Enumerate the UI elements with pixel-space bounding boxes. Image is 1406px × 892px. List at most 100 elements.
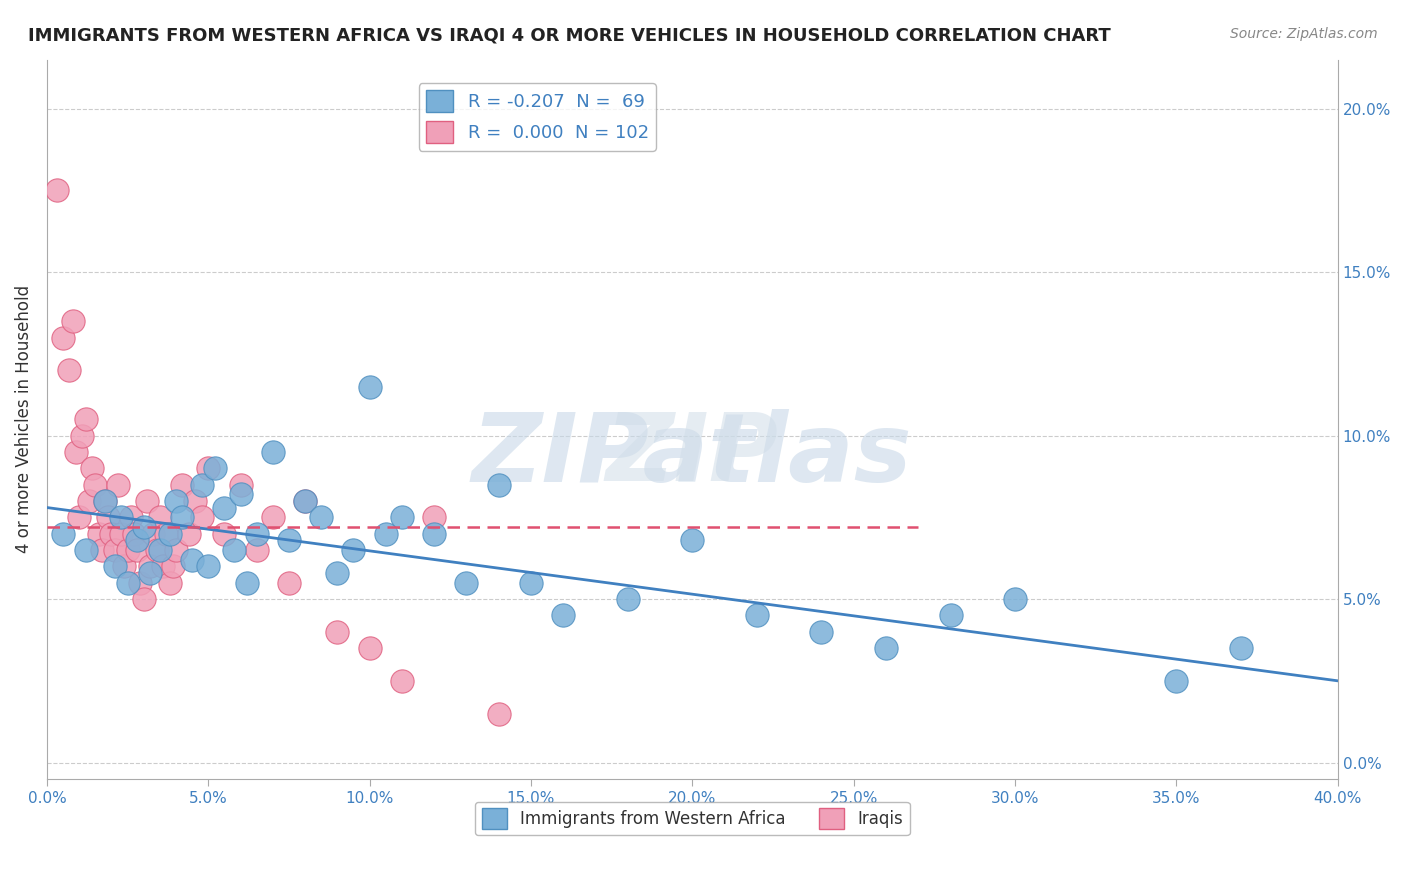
Point: [75, 412, 97, 426]
Point: [165, 543, 187, 558]
Point: [127, 533, 149, 548]
Point: [117, 543, 139, 558]
Text: ZIPatlas: ZIPatlas: [472, 409, 912, 501]
Point: [107, 477, 129, 491]
Point: [294, 494, 316, 508]
Point: [456, 575, 478, 590]
Point: [294, 494, 316, 508]
Point: [120, 510, 142, 524]
Point: [229, 487, 252, 501]
Point: [197, 559, 219, 574]
Point: [117, 575, 139, 590]
Point: [58, 363, 80, 377]
Point: [162, 559, 184, 574]
Point: [77, 494, 100, 508]
Point: [149, 510, 172, 524]
Point: [149, 543, 172, 558]
Point: [159, 575, 181, 590]
Legend: Immigrants from Western Africa, Iraqis: Immigrants from Western Africa, Iraqis: [475, 802, 910, 835]
Point: [1004, 592, 1026, 607]
Point: [94, 494, 117, 508]
Point: [423, 526, 446, 541]
Point: [246, 543, 269, 558]
Point: [681, 533, 703, 548]
Point: [214, 526, 236, 541]
Point: [745, 608, 768, 623]
Point: [110, 526, 132, 541]
Text: ZIPatlas: ZIPatlas: [477, 409, 908, 501]
Point: [84, 477, 107, 491]
Point: [326, 566, 349, 580]
Point: [75, 543, 97, 558]
Point: [132, 520, 155, 534]
Point: [139, 559, 162, 574]
Point: [72, 428, 94, 442]
Point: [52, 526, 75, 541]
Point: [359, 641, 381, 656]
Point: [145, 543, 167, 558]
Point: [204, 461, 226, 475]
Point: [214, 500, 236, 515]
Point: [520, 575, 543, 590]
Point: [359, 379, 381, 393]
Point: [191, 510, 214, 524]
Point: [236, 575, 259, 590]
Point: [62, 314, 84, 328]
Point: [229, 477, 252, 491]
Point: [155, 526, 177, 541]
Point: [184, 494, 207, 508]
Point: [277, 575, 299, 590]
Point: [132, 592, 155, 607]
Y-axis label: 4 or more Vehicles in Household: 4 or more Vehicles in Household: [15, 285, 32, 553]
Point: [122, 526, 145, 541]
Point: [423, 510, 446, 524]
Point: [939, 608, 962, 623]
Point: [1166, 673, 1188, 688]
Point: [309, 510, 332, 524]
Point: [488, 706, 510, 721]
Point: [87, 526, 110, 541]
Point: [100, 526, 122, 541]
Point: [129, 575, 152, 590]
Text: ZIP: ZIP: [606, 409, 779, 501]
Text: IMMIGRANTS FROM WESTERN AFRICA VS IRAQI 4 OR MORE VEHICLES IN HOUSEHOLD CORRELAT: IMMIGRANTS FROM WESTERN AFRICA VS IRAQI …: [28, 27, 1111, 45]
Point: [810, 624, 832, 639]
Point: [875, 641, 897, 656]
Point: [181, 553, 204, 567]
Point: [136, 494, 159, 508]
Point: [391, 673, 413, 688]
Point: [90, 543, 112, 558]
Point: [52, 330, 75, 344]
Text: Source: ZipAtlas.com: Source: ZipAtlas.com: [1230, 27, 1378, 41]
Point: [553, 608, 575, 623]
Point: [97, 510, 120, 524]
Point: [94, 494, 117, 508]
Point: [374, 526, 396, 541]
Point: [172, 477, 194, 491]
Point: [1230, 641, 1253, 656]
Point: [262, 445, 284, 459]
Point: [45, 183, 67, 197]
Point: [104, 543, 127, 558]
Point: [488, 477, 510, 491]
Point: [326, 624, 349, 639]
Point: [172, 510, 194, 524]
Point: [342, 543, 364, 558]
Point: [617, 592, 640, 607]
Point: [112, 559, 135, 574]
Point: [191, 477, 214, 491]
Point: [65, 445, 87, 459]
Point: [80, 461, 103, 475]
Point: [127, 543, 149, 558]
Point: [104, 559, 127, 574]
Point: [177, 526, 200, 541]
Point: [139, 566, 162, 580]
Point: [152, 559, 174, 574]
Point: [262, 510, 284, 524]
Point: [110, 510, 132, 524]
Point: [159, 526, 181, 541]
Point: [197, 461, 219, 475]
Point: [222, 543, 245, 558]
Point: [165, 494, 187, 508]
Point: [277, 533, 299, 548]
